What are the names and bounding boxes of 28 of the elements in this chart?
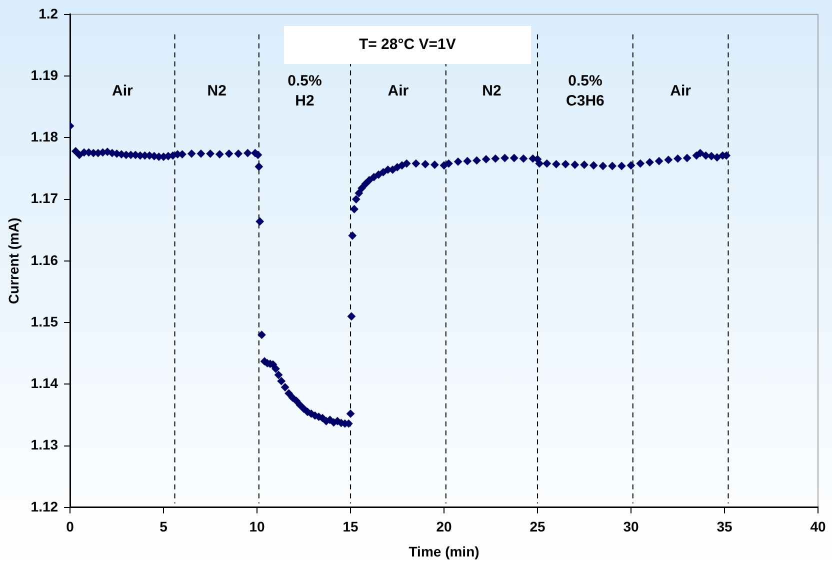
annotation: N2	[482, 82, 502, 100]
annotation: N2	[207, 82, 226, 100]
y-tick-label: 1.19	[30, 66, 58, 83]
y-tick-label: 1.2	[38, 5, 58, 22]
text-box: T= 28°C V=1V	[284, 26, 531, 64]
y-tick-label: 1.13	[30, 436, 58, 453]
annotation: Air	[112, 82, 133, 100]
x-tick-label: 25	[530, 518, 546, 535]
x-tick-label: 30	[623, 518, 640, 535]
y-tick-label: 1.14	[30, 375, 58, 392]
annotation: Air	[388, 82, 409, 100]
x-tick-label: 20	[436, 518, 452, 535]
annotation: 0.5% C3H6	[566, 72, 604, 110]
annotation: Air	[670, 82, 692, 100]
y-tick-label: 1.16	[30, 252, 58, 268]
y-axis-title: Current (mA)	[5, 218, 22, 304]
x-tick-label: 5	[160, 518, 168, 535]
y-tick-label: 1.15	[30, 313, 58, 330]
y-tick-label: 1.18	[30, 128, 58, 145]
x-tick-label: 40	[810, 518, 826, 535]
x-tick-label: 0	[66, 518, 74, 535]
x-tick-label: 10	[249, 518, 266, 535]
y-tick-label: 1.12	[30, 498, 58, 514]
x-axis-title: Time (min)	[408, 543, 480, 560]
x-tick-label: 35	[716, 518, 733, 535]
y-tick-label: 1.17	[30, 190, 58, 206]
annotation: 0.5% H2	[288, 72, 322, 110]
x-tick-label: 15	[342, 518, 359, 535]
